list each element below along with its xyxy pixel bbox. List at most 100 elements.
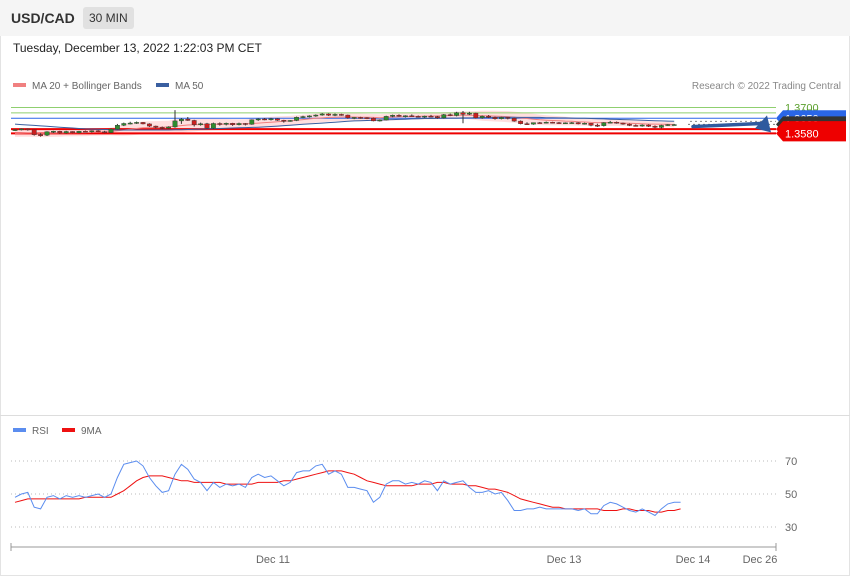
candle-body [435,116,440,119]
candle [531,122,536,125]
ma50-swatch-icon [156,83,169,88]
candle-body [390,115,395,117]
candle-body [332,114,338,116]
candle-body [518,120,524,124]
candle [127,121,133,125]
candle [377,119,383,122]
candle [31,129,37,136]
candle-body [185,118,191,121]
candle [537,121,543,124]
candle [435,115,440,119]
candle [198,122,203,126]
candle [639,124,645,127]
price-tag-support [776,125,846,142]
candle [153,125,159,129]
candle-body [12,129,18,131]
candle-body [415,116,421,118]
candle [607,120,613,124]
candle-body [153,125,159,128]
candle [287,120,293,122]
legend-ma50: MA 50 [156,81,203,92]
candle-body [51,131,56,133]
candle-body [377,119,383,122]
candle [543,121,549,124]
candle [396,114,402,117]
candle [19,128,24,131]
candle [332,113,338,117]
candle-body [652,126,658,128]
candle-body [383,116,389,121]
candle [492,116,498,120]
ma20-swatch-icon [13,83,26,88]
candle [390,114,395,118]
candle-body [460,112,466,115]
candle-body [121,123,127,126]
candle [595,123,600,127]
candle [172,110,178,128]
candle [236,122,242,126]
candle [281,119,287,123]
candle-body [499,117,504,119]
forecast-arrow [691,115,771,133]
candle [633,124,639,127]
candle [447,113,453,117]
candle [294,116,299,122]
rsi-9ma-line [14,470,681,513]
candle-body [326,113,331,116]
candle [82,130,88,133]
candle [524,122,530,125]
candle [268,117,274,121]
candle [121,122,127,127]
candle [556,121,562,124]
candle [518,120,524,125]
instrument-symbol: USD/CAD [11,10,75,26]
candle-body [505,117,511,119]
rsi-tick-label: 70 [785,456,797,468]
candle-body [569,122,575,124]
candle-body [287,120,293,122]
candle-body [620,122,626,125]
candle-body [403,115,408,117]
candle [358,116,363,119]
candle-body [409,115,415,117]
candle [351,117,357,120]
candle-body [671,124,677,126]
candle-body [473,112,479,119]
candle-body [422,115,427,118]
candle [178,118,184,124]
candle [262,118,267,121]
forecast-arrow-head-icon [755,115,771,133]
candle-body [524,123,530,125]
candle [51,130,56,133]
timeframe-badge[interactable]: 30 MIN [83,7,134,29]
candle-body [543,121,549,124]
candle [511,117,517,122]
candle [364,117,370,120]
header-bar: USD/CAD 30 MIN [0,0,850,36]
candle-body [134,122,139,124]
candle [134,121,139,124]
legend-ma20: MA 20 + Bollinger Bands [13,81,142,92]
candle-body [198,123,203,125]
candlesticks [12,110,677,137]
candle-body [191,120,197,125]
rsi-panel: 70 50 30 [11,456,797,534]
time-tick-label: Dec 14 [676,554,711,566]
candle-body [307,115,312,118]
candle [371,117,376,122]
candle [275,118,280,121]
candle [249,119,255,125]
candle-body [102,131,108,133]
candle-body [358,117,363,119]
candle [505,117,511,120]
legend-rsi-label: RSI [32,426,49,437]
candle [454,111,459,117]
candle [63,130,69,134]
candle-body [63,131,69,134]
candle [383,115,389,121]
candle-body [454,112,459,116]
candle [499,116,504,120]
candle [57,130,63,134]
candle-body [204,123,210,129]
